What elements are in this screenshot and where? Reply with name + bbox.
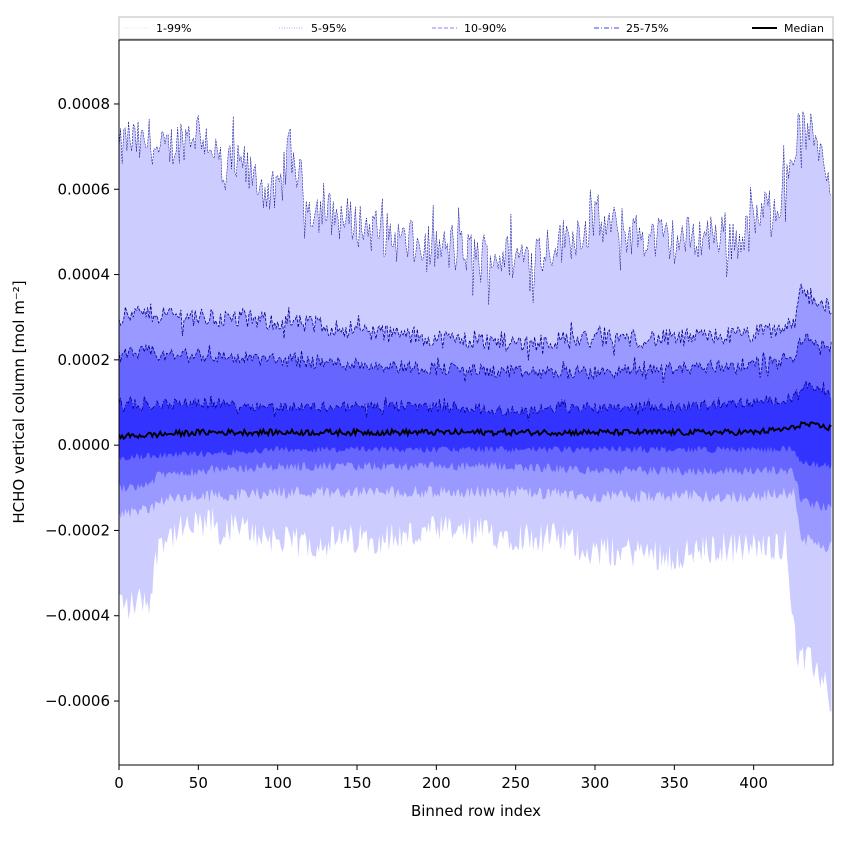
x-tick-label: 400	[739, 774, 768, 792]
y-tick-label: −0.0002	[45, 521, 110, 539]
y-tick-label: −0.0004	[45, 607, 110, 625]
y-tick-label: 0.0008	[58, 95, 111, 113]
y-tick-label: 0.0006	[58, 180, 111, 198]
y-tick-label: −0.0006	[45, 692, 110, 710]
legend-label: 25-75%	[626, 22, 668, 35]
band-25-75pct-upper-line	[119, 380, 832, 422]
x-tick-label: 200	[422, 774, 451, 792]
y-axis: −0.0006 −0.0004 −0.0002 0.0000 0.0002 0.0004 0…	[45, 95, 119, 710]
legend-label: 5-95%	[311, 22, 346, 35]
legend-label: 1-99%	[156, 22, 191, 35]
y-tick-label: 0.0002	[58, 351, 111, 369]
median-line	[119, 421, 832, 441]
x-tick-label: 250	[501, 774, 530, 792]
x-tick-label: 350	[660, 774, 689, 792]
band-10-90pct-upper-line	[119, 333, 832, 383]
legend-label: Median	[784, 22, 824, 35]
plot-frame	[118, 39, 834, 766]
x-tick-label: 100	[263, 774, 292, 792]
legend: 1-99% 5-95% 10-90% 25-75% Median	[118, 16, 834, 40]
y-tick-label: 0.0004	[58, 266, 111, 284]
x-tick-label: 0	[114, 774, 124, 792]
legend-box	[118, 16, 834, 40]
median-layer	[119, 421, 832, 441]
x-tick-label: 150	[343, 774, 372, 792]
band-25-75pct-fill	[119, 381, 832, 470]
legend-label: 10-90%	[464, 22, 506, 35]
x-tick-label: 50	[189, 774, 208, 792]
x-axis-title: Binned row index	[411, 802, 541, 820]
band-1-99pct-upper-line	[119, 111, 832, 306]
x-tick-label: 300	[581, 774, 610, 792]
y-tick-label: 0.0000	[58, 436, 111, 454]
percentile-bands	[119, 111, 832, 712]
x-axis: 0 50 100 150 200 250 300 350 400	[114, 765, 768, 792]
band-5-95pct-upper-line	[119, 283, 832, 361]
y-axis-title: HCHO vertical column [mol m⁻²]	[10, 280, 28, 523]
